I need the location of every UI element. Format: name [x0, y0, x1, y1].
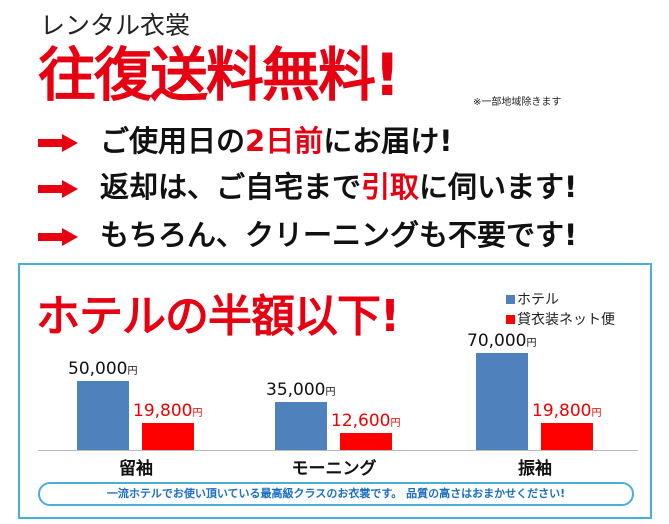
note: ※一部地域除きます — [473, 97, 562, 108]
bar-net-2 — [541, 422, 593, 450]
data-label: 50,000円 — [68, 359, 137, 379]
data-label: 19,800円 — [532, 401, 601, 421]
unit: 円 — [325, 386, 336, 398]
data-label: 70,000円 — [467, 331, 536, 351]
unit: 円 — [127, 365, 138, 377]
chart-title: ホテルの半額以下! — [36, 291, 400, 342]
category-label: 留袖 — [119, 459, 153, 479]
x-axis — [38, 450, 638, 451]
feature-text: にお届け! — [323, 124, 453, 158]
feature-line: もちろん、クリーニングも不要です! — [38, 212, 577, 254]
unit: 円 — [390, 417, 401, 429]
value: 19,800 — [133, 400, 193, 421]
feature-line: 返却は、ご自宅まで引取に伺います! — [38, 164, 577, 206]
bar-hotel-1 — [275, 401, 327, 450]
bar-net-1 — [340, 432, 392, 450]
legend-swatch — [506, 295, 515, 304]
footer-banner: 一流ホテルでお使い頂いている最高級クラスのお衣裳です。 品質の高さはおまかせくだ… — [38, 482, 634, 506]
headline: 往復送料無料! — [38, 41, 400, 109]
feature-text: 返却は、ご自宅まで — [100, 170, 362, 204]
arrow-right-icon — [38, 180, 78, 198]
data-label: 12,600円 — [331, 411, 400, 431]
feature-line: ご使用日の2日前にお届け! — [38, 118, 452, 160]
arrow-right-icon — [38, 134, 78, 152]
legend-item-net: 貸衣装ネット便 — [506, 309, 615, 329]
legend-label: ホテル — [517, 292, 559, 308]
subtitle: レンタル衣裳 — [40, 11, 191, 40]
unit: 円 — [591, 407, 602, 419]
feature-text: もちろん、クリーニングも不要です! — [100, 218, 578, 252]
category-label: モーニング — [291, 459, 377, 479]
chart-panel — [18, 263, 652, 519]
legend-swatch — [506, 315, 515, 324]
bar-hotel-0 — [77, 380, 129, 450]
legend-label: 貸衣装ネット便 — [517, 312, 615, 328]
data-label: 19,800円 — [133, 401, 202, 421]
highlight-text: 引取 — [361, 170, 420, 204]
legend-item-hotel: ホテル — [506, 289, 559, 309]
bar-net-0 — [142, 422, 194, 450]
unit: 円 — [192, 407, 203, 419]
data-label: 35,000円 — [266, 380, 335, 400]
unit: 円 — [526, 338, 537, 349]
bar-hotel-2 — [476, 353, 528, 450]
highlight-text: 2日前 — [245, 124, 324, 158]
feature-text: ご使用日の — [100, 124, 246, 158]
value: 70,000 — [467, 331, 527, 351]
value: 12,600 — [331, 410, 391, 431]
value: 35,000 — [266, 379, 326, 400]
value: 19,800 — [532, 400, 592, 421]
value: 50,000 — [68, 358, 128, 379]
arrow-right-icon — [38, 228, 78, 246]
category-label: 振袖 — [518, 459, 552, 479]
feature-text: に伺います! — [419, 170, 578, 204]
